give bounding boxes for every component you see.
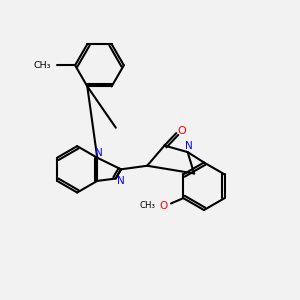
Text: O: O (177, 126, 186, 136)
Text: N: N (117, 176, 125, 186)
Text: N: N (95, 148, 103, 158)
Text: CH₃: CH₃ (33, 61, 51, 70)
Text: N: N (185, 140, 193, 151)
Text: CH₃: CH₃ (140, 201, 155, 210)
Text: O: O (159, 201, 167, 211)
